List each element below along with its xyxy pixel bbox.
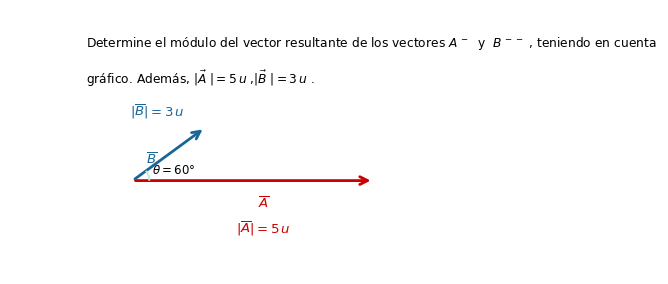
Text: $|\overline{A}|=5\,u$: $|\overline{A}|=5\,u$: [236, 220, 291, 238]
Text: $\overline{A}$: $\overline{A}$: [258, 196, 269, 211]
Text: gráfico. Además, $|\vec{A}\;|=5\,u$ ,$|\vec{B}\;|=3\,u$ .: gráfico. Además, $|\vec{A}\;|=5\,u$ ,$|\…: [86, 69, 315, 89]
Text: $|\overline{B}|=3\,u$: $|\overline{B}|=3\,u$: [130, 103, 185, 121]
Text: Determine el módulo del vector resultante de los vectores $A^{\,-}$  y  $B^{\,--: Determine el módulo del vector resultant…: [86, 35, 668, 52]
Text: $\overline{B}$: $\overline{B}$: [146, 152, 157, 167]
Text: $\theta=60°$: $\theta=60°$: [152, 164, 196, 177]
